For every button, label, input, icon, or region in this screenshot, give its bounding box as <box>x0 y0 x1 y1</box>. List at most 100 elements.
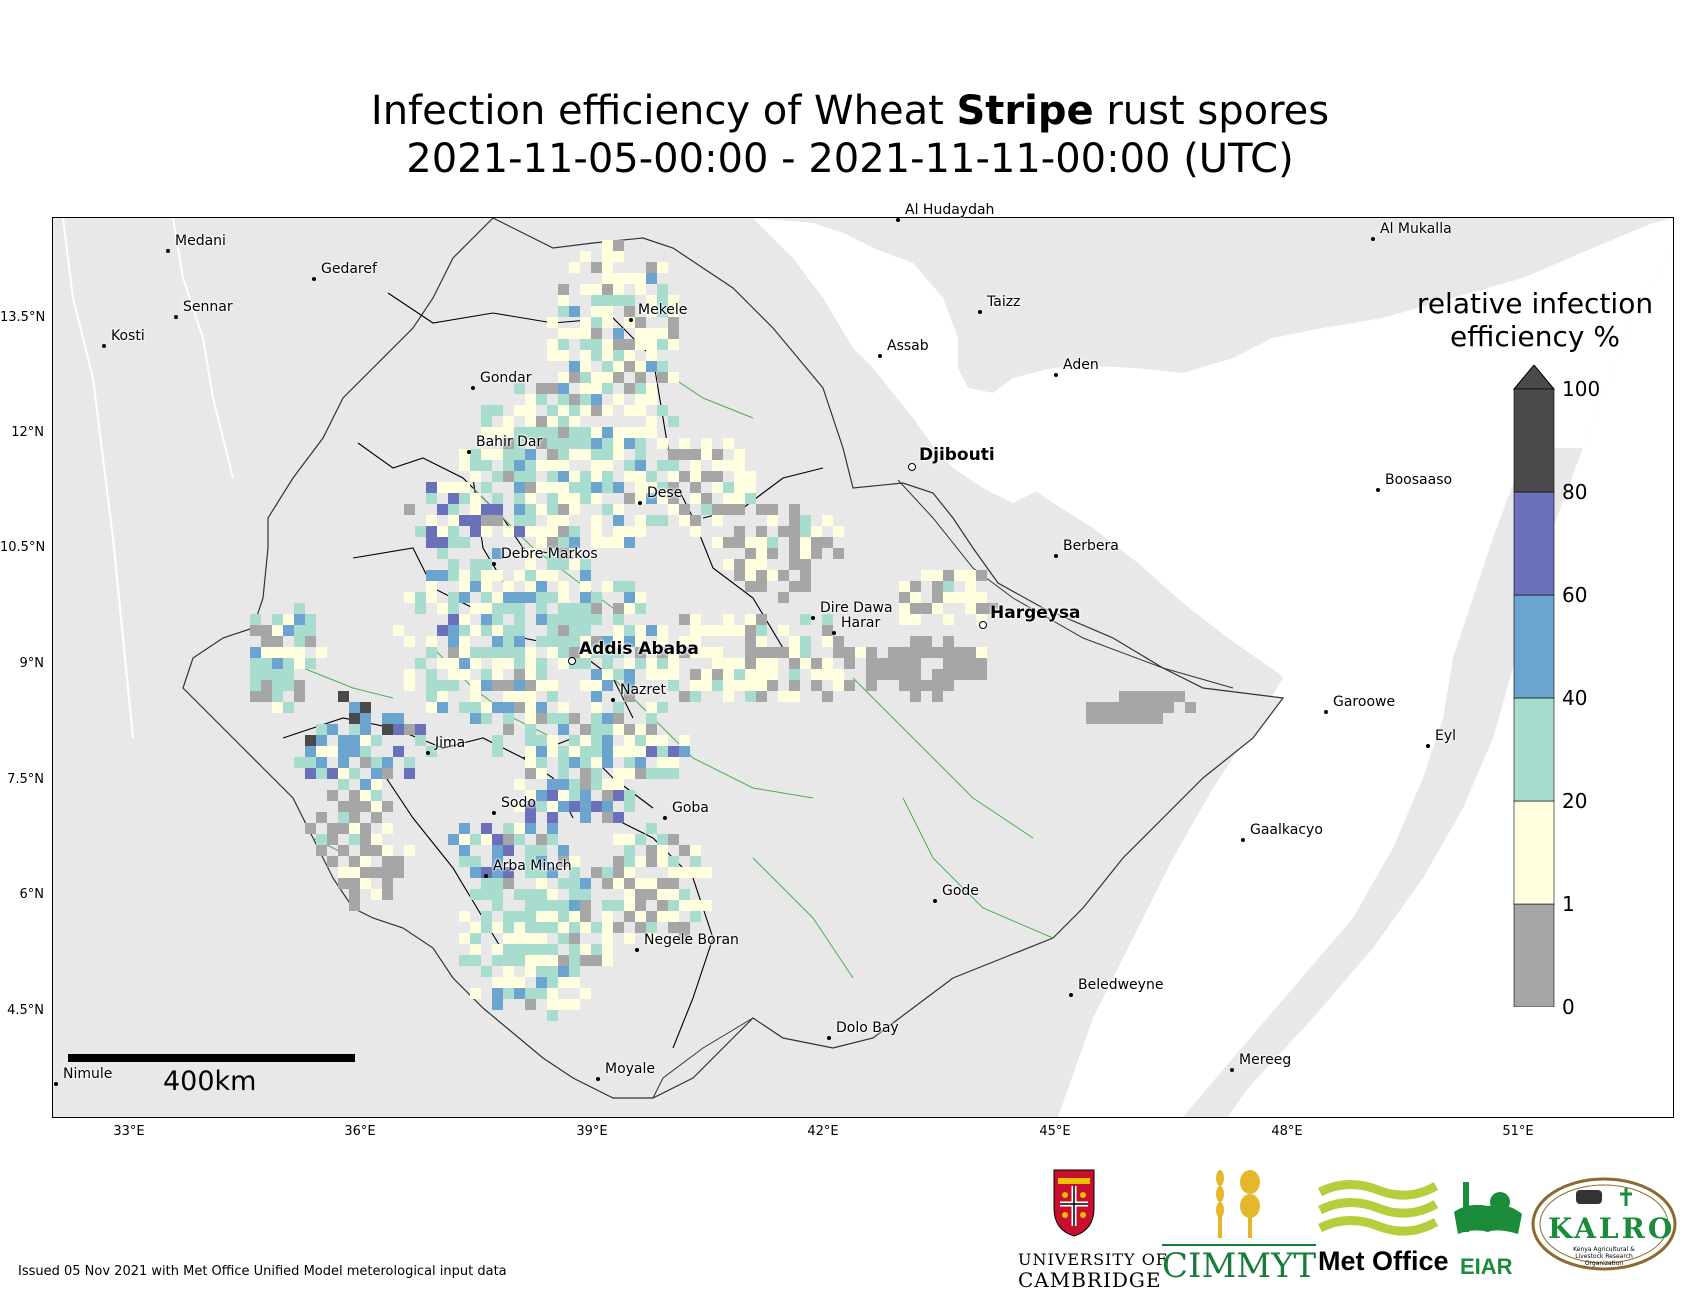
raster-cell <box>305 636 316 647</box>
raster-cell <box>558 427 569 438</box>
city-label: Hargeysa <box>990 603 1081 623</box>
raster-cell <box>558 592 569 603</box>
raster-cell <box>514 493 525 504</box>
raster-cell <box>602 537 613 548</box>
raster-cell <box>569 977 580 988</box>
city-label: Gondar <box>480 370 532 386</box>
raster-cell <box>657 669 668 680</box>
raster-cell <box>679 900 690 911</box>
raster-cell <box>679 647 690 658</box>
raster-cell <box>481 581 492 592</box>
raster-cell <box>415 592 426 603</box>
raster-cell <box>481 834 492 845</box>
raster-cell <box>503 966 514 977</box>
raster-cell <box>547 647 558 658</box>
city-label: Jima <box>435 735 466 751</box>
raster-cell <box>668 493 679 504</box>
raster-cell <box>547 713 558 724</box>
colorbar-tick-label: 0 <box>1562 995 1575 1019</box>
raster-cell <box>591 427 602 438</box>
raster-cell <box>745 625 756 636</box>
raster-cell <box>536 581 547 592</box>
city-marker <box>1324 710 1328 714</box>
raster-cell <box>965 669 976 680</box>
colorbar-title-line1: relative infection <box>1416 287 1654 320</box>
city-marker <box>978 310 982 314</box>
raster-cell <box>349 856 360 867</box>
raster-cell <box>503 713 514 724</box>
raster-cell <box>404 845 415 856</box>
raster-cell <box>613 922 624 933</box>
raster-cell <box>910 592 921 603</box>
raster-cell <box>525 812 536 823</box>
raster-cell <box>602 504 613 515</box>
raster-cell <box>789 548 800 559</box>
raster-cell <box>525 922 536 933</box>
raster-cell <box>426 669 437 680</box>
raster-cell <box>272 625 283 636</box>
raster-cell <box>558 746 569 757</box>
city-marker <box>471 386 475 390</box>
raster-cell <box>613 724 624 735</box>
raster-cell <box>481 559 492 570</box>
raster-cell <box>547 416 558 427</box>
raster-cell <box>349 867 360 878</box>
raster-cell <box>404 757 415 768</box>
raster-cell <box>679 471 690 482</box>
raster-cell <box>569 614 580 625</box>
raster-cell <box>470 691 481 702</box>
raster-cell <box>965 658 976 669</box>
raster-cell <box>536 867 547 878</box>
raster-cell <box>569 416 580 427</box>
raster-cell <box>668 768 679 779</box>
raster-cell <box>591 372 602 383</box>
raster-cell <box>558 394 569 405</box>
raster-cell <box>976 603 987 614</box>
raster-cell <box>899 581 910 592</box>
raster-cell <box>437 548 448 559</box>
raster-cell <box>481 680 492 691</box>
raster-cell <box>547 735 558 746</box>
raster-cell <box>525 911 536 922</box>
raster-cell <box>294 691 305 702</box>
raster-cell <box>657 339 668 350</box>
city-marker <box>1241 838 1245 842</box>
raster-cell <box>349 900 360 911</box>
raster-cell <box>690 614 701 625</box>
raster-cell <box>789 691 800 702</box>
raster-cell <box>580 482 591 493</box>
raster-cell <box>481 867 492 878</box>
raster-cell <box>668 372 679 383</box>
raster-cell <box>426 691 437 702</box>
raster-cell <box>580 900 591 911</box>
raster-cell <box>910 691 921 702</box>
raster-cell <box>580 328 591 339</box>
raster-cell <box>613 878 624 889</box>
raster-cell <box>316 746 327 757</box>
raster-cell <box>305 757 316 768</box>
raster-cell <box>558 790 569 801</box>
city-marker <box>832 631 836 635</box>
raster-cell <box>547 405 558 416</box>
raster-cell <box>558 713 569 724</box>
raster-cell <box>690 636 701 647</box>
kalro-logo-subtitle: Kenya Agricultural & Livestock Research … <box>1573 1246 1635 1267</box>
raster-cell <box>602 658 613 669</box>
raster-cell <box>657 405 668 416</box>
raster-cell <box>569 999 580 1010</box>
raster-cell <box>624 878 635 889</box>
raster-cell <box>712 460 723 471</box>
raster-cell <box>591 438 602 449</box>
raster-cell <box>547 889 558 900</box>
raster-cell <box>668 834 679 845</box>
raster-cell <box>558 922 569 933</box>
raster-cell <box>437 603 448 614</box>
raster-cell <box>646 669 657 680</box>
raster-cell <box>558 438 569 449</box>
raster-cell <box>481 669 492 680</box>
raster-cell <box>591 713 602 724</box>
raster-cell <box>514 405 525 416</box>
raster-cell <box>602 295 613 306</box>
city-marker <box>908 463 916 471</box>
raster-cell <box>459 933 470 944</box>
